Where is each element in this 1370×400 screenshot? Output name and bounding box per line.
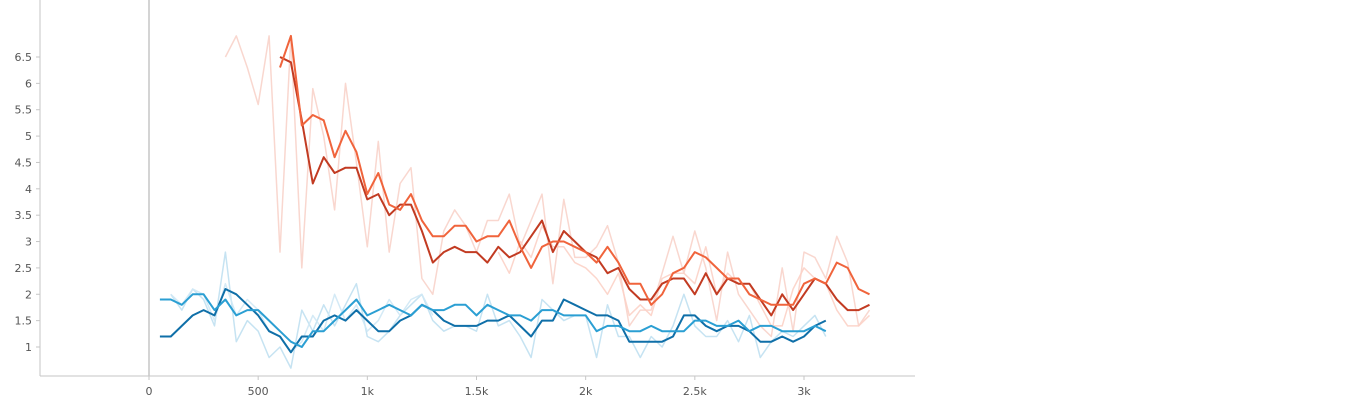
series-line-8 bbox=[159, 293, 827, 348]
y-tick-label: 6.5 bbox=[15, 51, 33, 64]
y-tick-label: 2.5 bbox=[15, 262, 33, 275]
series-layer bbox=[159, 34, 871, 369]
y-tick-label: 4 bbox=[25, 183, 32, 196]
series-line-3 bbox=[170, 251, 827, 369]
y-tick-label: 5.5 bbox=[15, 104, 33, 117]
x-tick-label: 1.5k bbox=[465, 385, 489, 398]
series-line-6 bbox=[279, 34, 870, 306]
series-line-5 bbox=[279, 56, 870, 317]
x-tick-label: 2k bbox=[579, 385, 593, 398]
series-line-1 bbox=[224, 35, 871, 338]
y-tick-label: 6 bbox=[25, 77, 32, 90]
y-tick-label: 2 bbox=[25, 288, 32, 301]
y-tick-label: 1 bbox=[25, 341, 32, 354]
x-tick-label: 1k bbox=[361, 385, 375, 398]
y-tick-label: 3.5 bbox=[15, 209, 33, 222]
series-line-7 bbox=[159, 288, 827, 354]
y-tick-label: 5 bbox=[25, 130, 32, 143]
y-tick-label: 3 bbox=[25, 236, 32, 249]
series-line-4 bbox=[170, 282, 434, 354]
x-tick-label: 0 bbox=[146, 385, 153, 398]
x-tick-label: 3k bbox=[797, 385, 811, 398]
x-tick-label: 2.5k bbox=[683, 385, 707, 398]
axis-layer: 1 1.5 2 2.5 3 3.5 4 4.5 5 5.5 6 6.5 0 500 1k 1.5k 2k 2.5k… bbox=[15, 0, 915, 398]
y-tick-label: 4.5 bbox=[15, 156, 33, 169]
x-tick-label: 500 bbox=[248, 385, 269, 398]
series-line-2 bbox=[497, 224, 871, 327]
y-tick-label: 1.5 bbox=[15, 315, 33, 328]
